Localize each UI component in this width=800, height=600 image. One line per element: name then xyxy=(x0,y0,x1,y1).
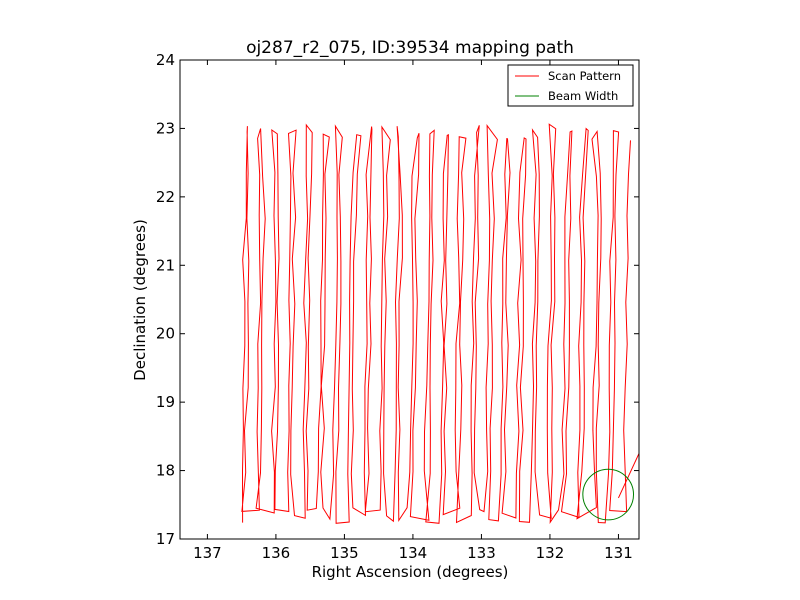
legend-beam-label: Beam Width xyxy=(548,89,618,103)
x-tick-label: 137 xyxy=(193,544,222,562)
x-ticks: 137 136 135 134 133 132 131 xyxy=(193,60,633,562)
y-tick-label: 20 xyxy=(156,325,175,343)
x-tick-label: 134 xyxy=(399,544,428,562)
x-tick-label: 136 xyxy=(262,544,291,562)
legend: Scan Pattern Beam Width xyxy=(507,64,634,107)
x-tick-label: 133 xyxy=(467,544,496,562)
y-tick-label: 24 xyxy=(156,51,175,69)
y-tick-label: 23 xyxy=(156,119,175,137)
plot-background xyxy=(180,60,639,539)
x-tick-label: 135 xyxy=(330,544,359,562)
legend-box xyxy=(507,64,634,107)
scan-pattern-line xyxy=(241,123,631,524)
y-tick-label: 19 xyxy=(156,393,175,411)
beam-layer xyxy=(582,468,635,521)
y-tick-label: 22 xyxy=(156,188,175,206)
scan-pattern-exit-segment xyxy=(617,453,639,499)
axes-frame xyxy=(179,59,640,540)
y-ticks: 17 18 19 20 21 22 23 24 xyxy=(156,51,639,548)
legend-scan-label: Scan Pattern xyxy=(548,69,621,83)
y-tick-label: 18 xyxy=(156,462,175,480)
plot-area xyxy=(179,59,640,540)
y-axis-label: Declination (degrees) xyxy=(131,219,149,381)
y-tick-label: 17 xyxy=(156,530,175,548)
x-tick-label: 132 xyxy=(536,544,565,562)
chart-title: oj287_r2_075, ID:39534 mapping path xyxy=(246,38,574,58)
y-tick-label: 21 xyxy=(156,256,175,274)
scan-pattern-layer xyxy=(241,123,639,524)
beam-width-circle xyxy=(582,468,635,521)
x-axis-label: Right Ascension (degrees) xyxy=(312,563,509,581)
x-tick-label: 131 xyxy=(604,544,633,562)
